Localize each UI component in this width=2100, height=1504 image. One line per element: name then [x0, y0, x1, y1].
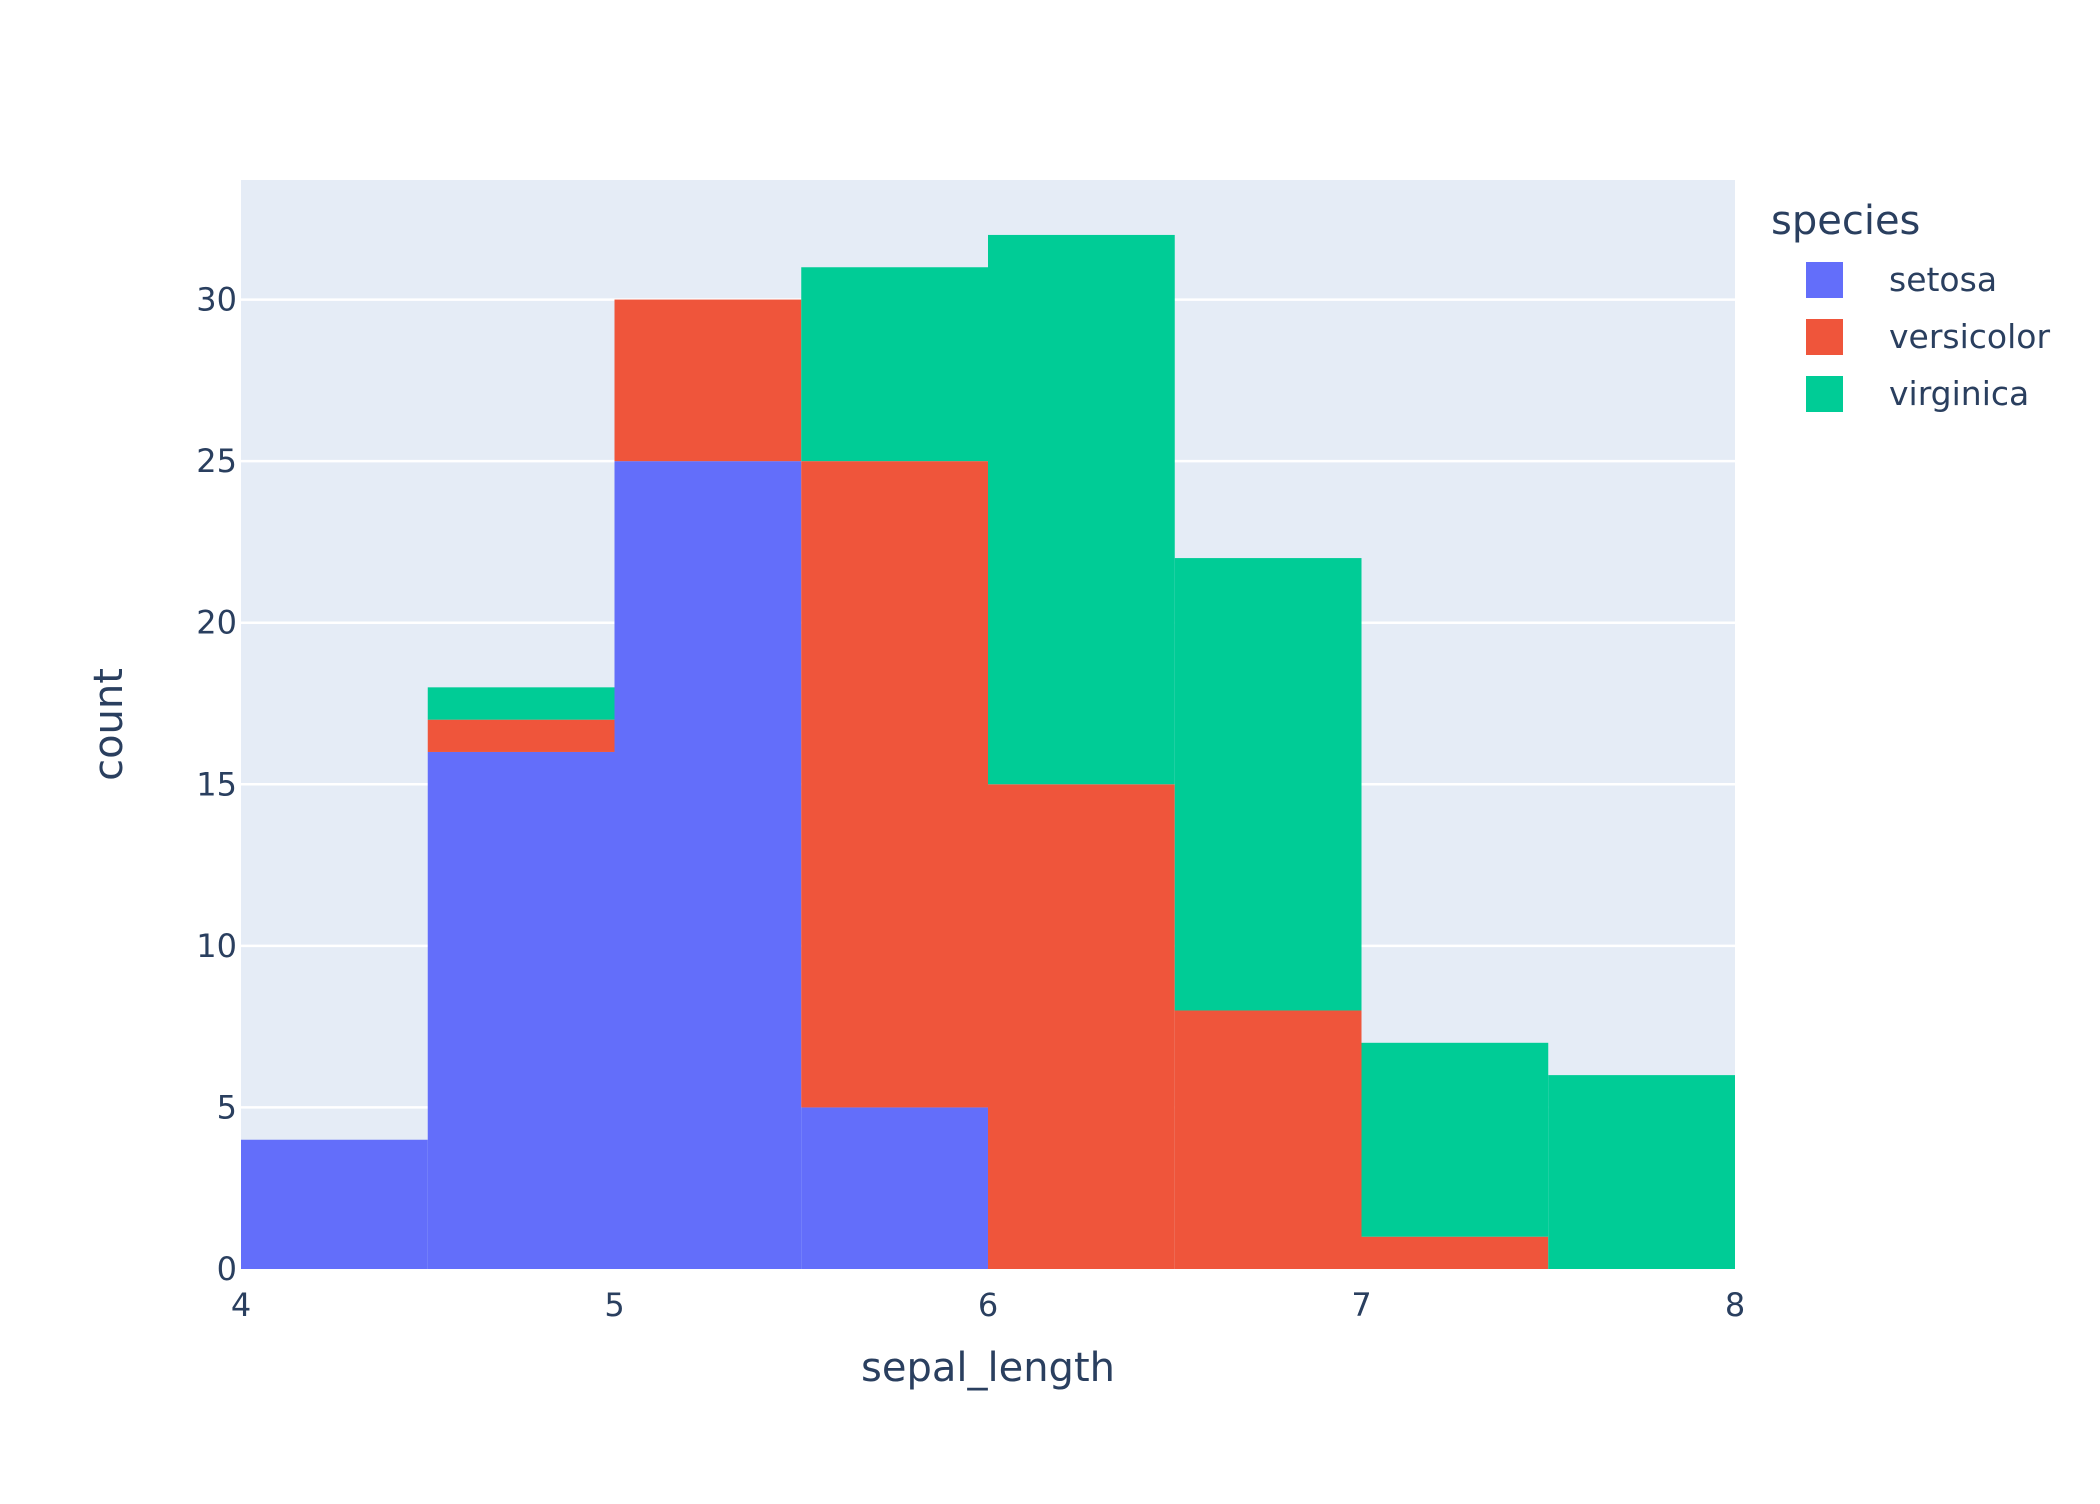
- legend-title: species: [1771, 198, 1920, 244]
- y-tick-label: 20: [196, 604, 237, 642]
- bar-virginica: [427, 687, 615, 720]
- legend-swatch: [1806, 319, 1843, 355]
- bar-versicolor: [988, 784, 1175, 1269]
- y-tick-label: 15: [196, 765, 237, 803]
- y-axis-ticks: 0 5 10 15 20 25 30: [196, 281, 237, 1288]
- legend-swatch: [1806, 262, 1843, 298]
- bars: [241, 234, 1735, 1270]
- bar-virginica: [801, 267, 988, 462]
- bar-versicolor: [427, 719, 615, 752]
- legend: species setosa versicolor virginica: [1771, 198, 2050, 413]
- y-tick-label: 10: [196, 927, 237, 965]
- legend-label: setosa: [1889, 260, 1997, 299]
- legend-swatch: [1806, 376, 1843, 412]
- bar-versicolor: [614, 299, 802, 462]
- bar-virginica: [1361, 1042, 1549, 1237]
- y-tick-label: 30: [196, 281, 237, 319]
- legend-label: virginica: [1889, 374, 2029, 413]
- bar-setosa: [241, 1139, 428, 1269]
- bar-virginica: [1548, 1075, 1735, 1269]
- x-tick-label: 8: [1725, 1286, 1745, 1324]
- legend-items: setosa versicolor virginica: [1806, 260, 2050, 413]
- bar-virginica: [988, 234, 1175, 785]
- bar-setosa: [614, 461, 802, 1270]
- legend-label: versicolor: [1889, 317, 2050, 356]
- y-tick-label: 5: [217, 1088, 237, 1126]
- x-tick-label: 7: [1351, 1286, 1371, 1324]
- bar-versicolor: [1174, 1010, 1362, 1269]
- bar-versicolor: [1361, 1236, 1549, 1269]
- bar-virginica: [1174, 558, 1362, 1011]
- x-tick-label: 6: [978, 1286, 998, 1324]
- bar-setosa: [427, 751, 615, 1269]
- y-tick-label: 0: [217, 1250, 237, 1288]
- x-tick-label: 5: [604, 1286, 624, 1324]
- bar-versicolor: [801, 461, 988, 1108]
- y-tick-label: 25: [196, 442, 237, 480]
- x-tick-label: 4: [231, 1286, 251, 1324]
- bar-setosa: [801, 1107, 988, 1269]
- x-axis-ticks: 4 5 6 7 8: [231, 1286, 1745, 1324]
- x-axis-title: sepal_length: [861, 1345, 1115, 1391]
- y-axis-title: count: [86, 668, 132, 781]
